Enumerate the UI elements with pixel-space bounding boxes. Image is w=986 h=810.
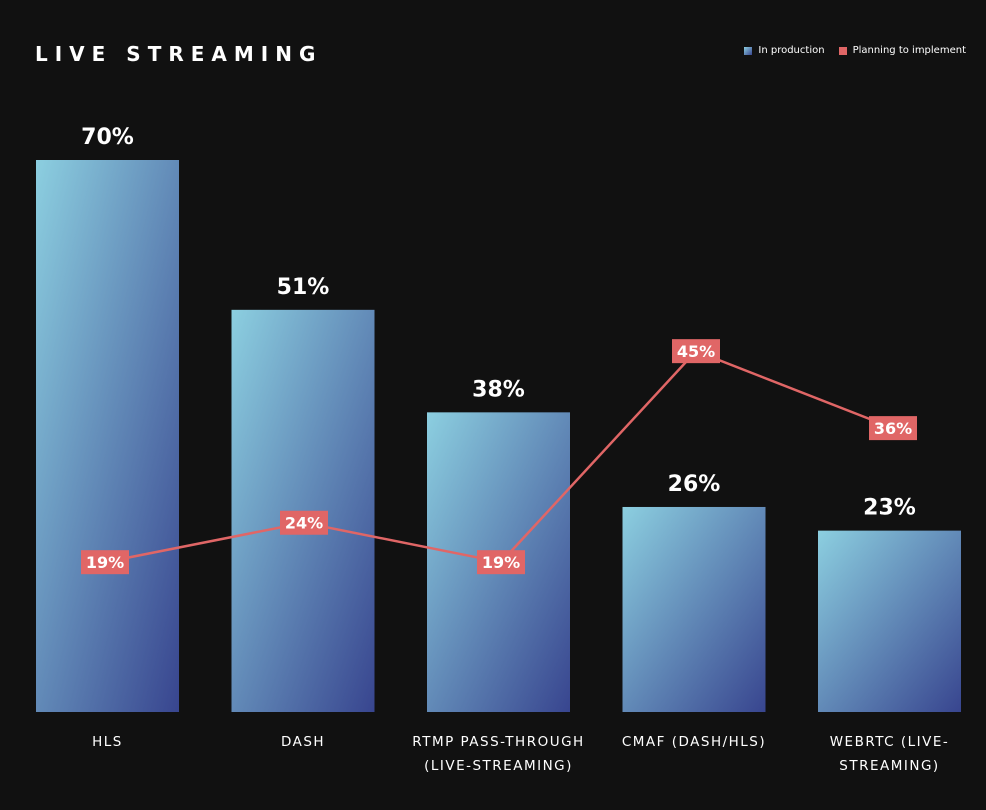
line-point-marker <box>477 550 525 575</box>
line-point-marker <box>869 416 917 441</box>
line-point-marker <box>280 510 328 535</box>
bar <box>36 160 179 712</box>
line-value-label: 19% <box>86 553 124 572</box>
x-tick-label: DASH <box>281 734 325 750</box>
line-point-marker <box>672 339 720 364</box>
legend-label-production: In production <box>758 45 825 56</box>
line-point-marker <box>81 550 129 575</box>
line-value-label: 45% <box>677 342 715 361</box>
x-tick-label: HLS <box>92 734 123 750</box>
x-tick-label: WEBRTC (LIVE- <box>830 734 950 750</box>
bar <box>818 530 961 712</box>
line-value-label: 36% <box>874 419 912 438</box>
line-value-label: 19% <box>482 553 520 572</box>
x-tick-label: RTMP PASS-THROUGH <box>412 734 584 750</box>
legend-swatch-planning <box>838 46 847 55</box>
bar-value-label: 23% <box>863 496 916 521</box>
line-value-label: 24% <box>285 514 323 533</box>
chart-title: LIVE STREAMING <box>35 42 323 66</box>
x-tick-label: STREAMING) <box>839 758 939 774</box>
bar-value-label: 51% <box>277 275 330 300</box>
legend: In production Planning to implement <box>744 45 966 56</box>
bar-value-label: 70% <box>81 125 134 150</box>
legend-label-planning: Planning to implement <box>852 45 966 56</box>
x-tick-label: (LIVE-STREAMING) <box>424 758 573 774</box>
bar-value-label: 38% <box>472 377 525 402</box>
bar-value-label: 26% <box>668 472 721 497</box>
x-tick-label: CMAF (DASH/HLS) <box>622 734 766 750</box>
bar <box>622 506 766 712</box>
legend-swatch-production <box>744 46 753 55</box>
